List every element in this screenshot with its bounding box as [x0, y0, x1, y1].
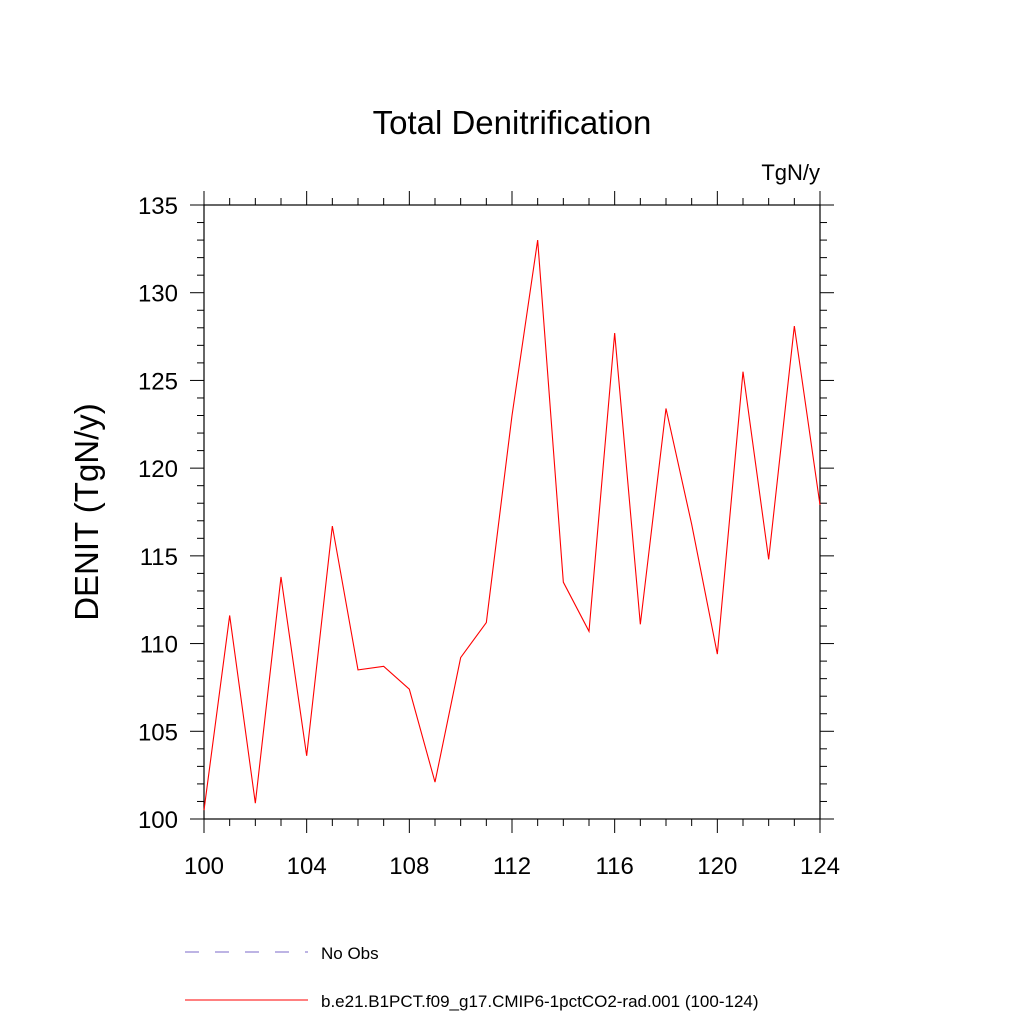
data-point	[563, 582, 564, 583]
x-tick-label: 120	[697, 853, 737, 880]
data-point	[614, 332, 615, 333]
legend: No Obs b.e21.B1PCT.f09_g17.CMIP6-1pctCO2-…	[185, 944, 759, 1011]
axes	[203, 204, 821, 820]
y-tick-label: 130	[138, 281, 178, 308]
y-tick-label: 125	[138, 368, 178, 395]
y-axis-label: DENIT (TgN/y)	[68, 403, 105, 621]
x-tick-label: 112	[493, 853, 531, 880]
data-point	[819, 504, 820, 505]
legend-label: b.e21.B1PCT.f09_g17.CMIP6-1pctCO2-rad.00…	[321, 992, 759, 1011]
y-tick-label: 105	[138, 719, 178, 746]
y-tick-label: 135	[138, 193, 178, 220]
data-point	[742, 371, 743, 372]
tick-marks	[190, 191, 834, 833]
x-tick-label: 108	[389, 853, 429, 880]
x-tick-label: 116	[596, 853, 634, 880]
data-point	[229, 615, 230, 616]
data-point	[511, 415, 512, 416]
data-point	[794, 325, 795, 326]
y-tick-label: 120	[138, 456, 178, 483]
data-point	[255, 803, 256, 804]
data-point	[588, 631, 589, 632]
tick-labels: 100 104 108 112 116 120 124 100 105 110 115 120 125 1…	[138, 193, 840, 880]
data-point	[537, 239, 538, 240]
y-tick-label: 110	[140, 632, 178, 659]
legend-label: No Obs	[321, 944, 379, 963]
data-point	[203, 810, 204, 811]
plot-frame	[203, 204, 821, 820]
chart-title: Total Denitrification	[373, 104, 652, 141]
data-point	[280, 576, 281, 577]
data-point	[306, 755, 307, 756]
x-tick-label: 104	[287, 853, 327, 880]
y-tick-label: 100	[138, 807, 178, 834]
x-tick-label: 124	[800, 853, 840, 880]
data-point	[486, 622, 487, 623]
units-label: TgN/y	[761, 160, 820, 185]
y-tick-label: 115	[140, 544, 178, 571]
data-point	[460, 657, 461, 658]
data-point	[409, 689, 410, 690]
data-point	[383, 666, 384, 667]
series-line-0	[203, 240, 821, 811]
data-point	[640, 624, 641, 625]
data-point	[357, 669, 358, 670]
data-point	[768, 559, 769, 560]
x-tick-label: 100	[184, 853, 224, 880]
data-point	[434, 782, 435, 783]
series-lines	[203, 239, 821, 811]
data-point	[332, 525, 333, 526]
data-point	[717, 653, 718, 654]
data-point	[691, 524, 692, 525]
data-point	[665, 408, 666, 409]
